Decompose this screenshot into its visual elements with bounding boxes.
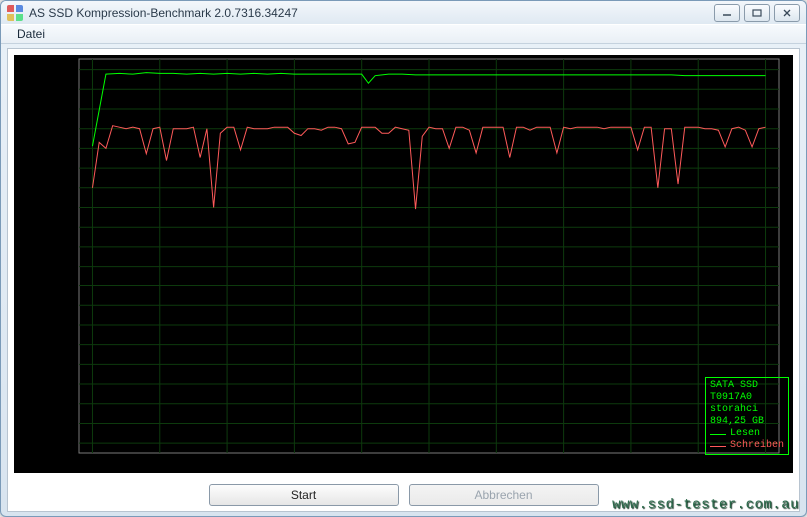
svg-text:308MB/s: 308MB/s bbox=[34, 222, 75, 234]
svg-text:60%: 60% bbox=[486, 458, 506, 470]
svg-text:10%: 10% bbox=[150, 458, 170, 470]
legend-info-line: SATA SSD bbox=[710, 380, 784, 392]
svg-text:179MB/s: 179MB/s bbox=[34, 320, 75, 332]
app-icon bbox=[7, 5, 23, 21]
abort-button: Abbrechen bbox=[409, 484, 599, 506]
svg-text:70%: 70% bbox=[554, 458, 574, 470]
svg-text:516MB/s: 516MB/s bbox=[34, 65, 75, 77]
legend-info-line: storahci bbox=[710, 404, 784, 416]
svg-text:100%: 100% bbox=[753, 458, 779, 470]
svg-text:0%: 0% bbox=[85, 458, 100, 470]
svg-text:256MB/s: 256MB/s bbox=[34, 262, 75, 274]
svg-text:30%: 30% bbox=[284, 458, 304, 470]
svg-text:464MB/s: 464MB/s bbox=[34, 104, 75, 116]
svg-text:386MB/s: 386MB/s bbox=[34, 163, 75, 175]
legend-series: Schreiben bbox=[710, 440, 784, 452]
start-button[interactable]: Start bbox=[209, 484, 399, 506]
app-window: AS SSD Kompression-Benchmark 2.0.7316.34… bbox=[0, 0, 807, 517]
titlebar[interactable]: AS SSD Kompression-Benchmark 2.0.7316.34… bbox=[1, 1, 806, 24]
svg-text:49MB/s: 49MB/s bbox=[40, 418, 75, 430]
svg-text:205MB/s: 205MB/s bbox=[34, 300, 75, 312]
svg-text:153MB/s: 153MB/s bbox=[34, 340, 75, 352]
svg-text:23MB/s: 23MB/s bbox=[40, 438, 75, 450]
svg-text:231MB/s: 231MB/s bbox=[34, 281, 75, 293]
legend-info-line: T0917A0 bbox=[710, 392, 784, 404]
svg-text:127MB/s: 127MB/s bbox=[34, 359, 75, 371]
svg-text:438MB/s: 438MB/s bbox=[34, 124, 75, 136]
compression-chart: 23MB/s 49MB/s 75MB/s 101MB/s 127MB/s 153MB/s 1… bbox=[14, 55, 793, 473]
content-panel: 23MB/s 49MB/s 75MB/s 101MB/s 127MB/s 153MB/s 1… bbox=[7, 48, 800, 512]
svg-text:40%: 40% bbox=[352, 458, 372, 470]
svg-text:334MB/s: 334MB/s bbox=[34, 203, 75, 215]
minimize-button[interactable] bbox=[714, 4, 740, 22]
legend-swatch bbox=[710, 446, 726, 447]
svg-text:101MB/s: 101MB/s bbox=[34, 379, 75, 391]
maximize-button[interactable] bbox=[744, 4, 770, 22]
legend-label: Lesen bbox=[730, 428, 760, 440]
svg-text:412MB/s: 412MB/s bbox=[34, 143, 75, 155]
legend-label: Schreiben bbox=[730, 440, 784, 452]
menu-file[interactable]: Datei bbox=[9, 25, 53, 43]
svg-text:282MB/s: 282MB/s bbox=[34, 242, 75, 254]
svg-text:75MB/s: 75MB/s bbox=[40, 399, 75, 411]
legend-box: SATA SSDT0917A0storahci894,25 GBLesenSch… bbox=[705, 377, 789, 455]
watermark-text: www.ssd-tester.com.au bbox=[612, 497, 799, 513]
chart-canvas: 23MB/s 49MB/s 75MB/s 101MB/s 127MB/s 153MB/s 1… bbox=[14, 55, 781, 473]
legend-info-line: 894,25 GB bbox=[710, 416, 784, 428]
svg-text:490MB/s: 490MB/s bbox=[34, 84, 75, 96]
close-button[interactable] bbox=[774, 4, 800, 22]
svg-text:50%: 50% bbox=[419, 458, 439, 470]
legend-series: Lesen bbox=[710, 428, 784, 440]
svg-text:20%: 20% bbox=[217, 458, 237, 470]
legend-swatch bbox=[710, 434, 726, 435]
window-controls bbox=[714, 4, 800, 22]
svg-text:90%: 90% bbox=[688, 458, 708, 470]
svg-text:80%: 80% bbox=[621, 458, 641, 470]
menubar: Datei bbox=[1, 24, 806, 44]
svg-text:360MB/s: 360MB/s bbox=[34, 183, 75, 195]
window-title: AS SSD Kompression-Benchmark 2.0.7316.34… bbox=[29, 6, 714, 20]
